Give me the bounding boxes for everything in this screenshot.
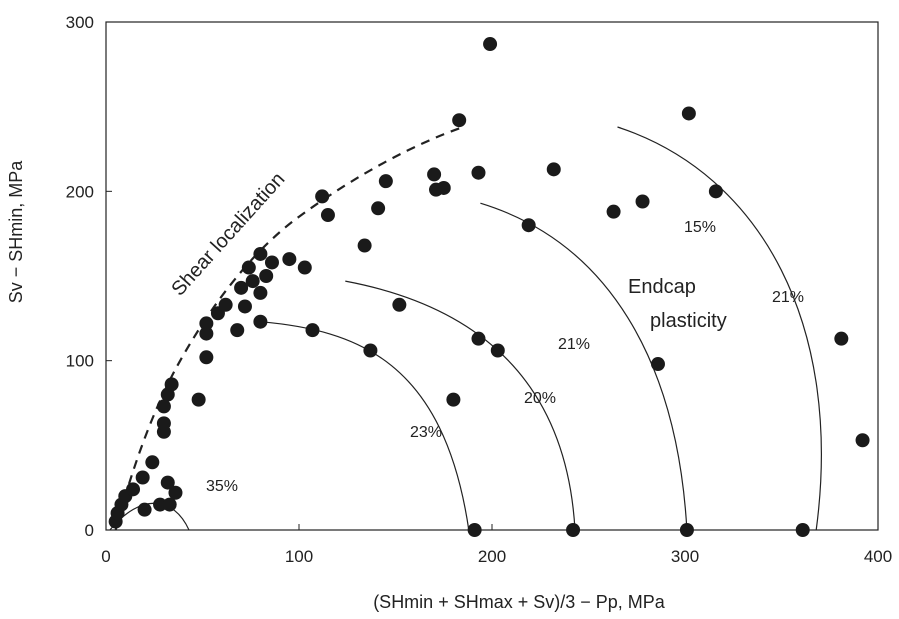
annotation-label: Endcap	[628, 276, 696, 298]
data-point	[253, 285, 268, 300]
data-point	[282, 252, 297, 267]
y-tick-label: 200	[66, 182, 94, 201]
data-point	[320, 208, 335, 223]
x-tick-label: 300	[671, 547, 699, 566]
data-point	[436, 180, 451, 195]
data-point	[483, 37, 498, 52]
data-points	[108, 37, 870, 537]
data-point	[218, 297, 233, 312]
x-tick-label: 400	[864, 547, 892, 566]
data-point	[253, 246, 268, 261]
data-point	[650, 357, 665, 372]
data-point	[378, 174, 393, 189]
data-point	[635, 194, 650, 209]
annotation-label: plasticity	[650, 310, 727, 332]
data-point	[679, 523, 694, 537]
data-point	[681, 106, 696, 121]
data-point	[137, 502, 152, 517]
data-point	[452, 113, 467, 128]
annotation-label: 21%	[558, 336, 590, 353]
annotation-label: 21%	[772, 289, 804, 306]
data-point	[446, 392, 461, 407]
data-point	[234, 280, 249, 295]
y-tick-label: 100	[66, 352, 94, 371]
data-point	[164, 377, 179, 392]
data-point	[427, 167, 442, 182]
data-point	[199, 326, 214, 341]
data-point	[199, 316, 214, 331]
data-point	[264, 255, 279, 270]
data-point	[546, 162, 561, 177]
data-point	[490, 343, 505, 358]
data-point	[253, 314, 268, 329]
data-point	[315, 189, 330, 204]
annotation-label: 15%	[684, 219, 716, 236]
data-point	[160, 475, 175, 490]
data-point	[471, 331, 486, 346]
data-point	[471, 165, 486, 180]
data-point	[259, 269, 274, 283]
annotation-label: 35%	[206, 478, 238, 495]
data-point	[145, 455, 160, 470]
annotations: Shear localization35%23%20%21%15%21%Endc…	[167, 168, 804, 495]
x-axis-label: (SHmin + SHmax + Sv)/3 − Pp, MPa	[373, 592, 666, 612]
x-tick-label: 0	[101, 547, 110, 566]
data-point	[708, 184, 723, 199]
porosity-curve	[617, 126, 822, 531]
data-point	[168, 485, 183, 500]
data-point	[392, 297, 407, 312]
data-point	[135, 470, 150, 485]
data-point	[305, 323, 320, 338]
data-point	[855, 433, 870, 448]
x-tick-label: 100	[285, 547, 313, 566]
ticks: 0 100 200 300 400 0 100 200 300	[66, 13, 893, 566]
data-point	[834, 331, 849, 346]
plot-frame	[105, 21, 879, 531]
data-point	[467, 523, 482, 537]
data-point	[606, 204, 621, 219]
annotation-label: 20%	[524, 390, 556, 407]
data-point	[126, 482, 141, 497]
data-point	[297, 260, 312, 275]
data-point	[162, 497, 177, 512]
data-point	[795, 523, 810, 537]
data-point	[153, 497, 168, 512]
data-point	[230, 323, 245, 338]
data-point	[241, 260, 256, 275]
data-point	[371, 201, 386, 216]
data-point	[237, 299, 252, 314]
data-point	[156, 416, 171, 431]
porosity-curve	[260, 321, 470, 531]
data-point	[199, 350, 214, 365]
data-point	[521, 218, 536, 233]
data-point	[245, 274, 260, 289]
data-point	[156, 399, 171, 414]
data-point	[566, 523, 581, 537]
x-tick-label: 200	[478, 547, 506, 566]
y-axis-label: Sv − SHmin, MPa	[6, 160, 26, 304]
data-point	[191, 392, 206, 407]
annotation-label: 23%	[410, 424, 442, 441]
y-tick-label: 0	[85, 521, 94, 540]
y-tick-label: 300	[66, 13, 94, 32]
shear-localization-curve	[114, 125, 464, 531]
data-point	[363, 343, 378, 358]
data-point	[357, 238, 372, 253]
